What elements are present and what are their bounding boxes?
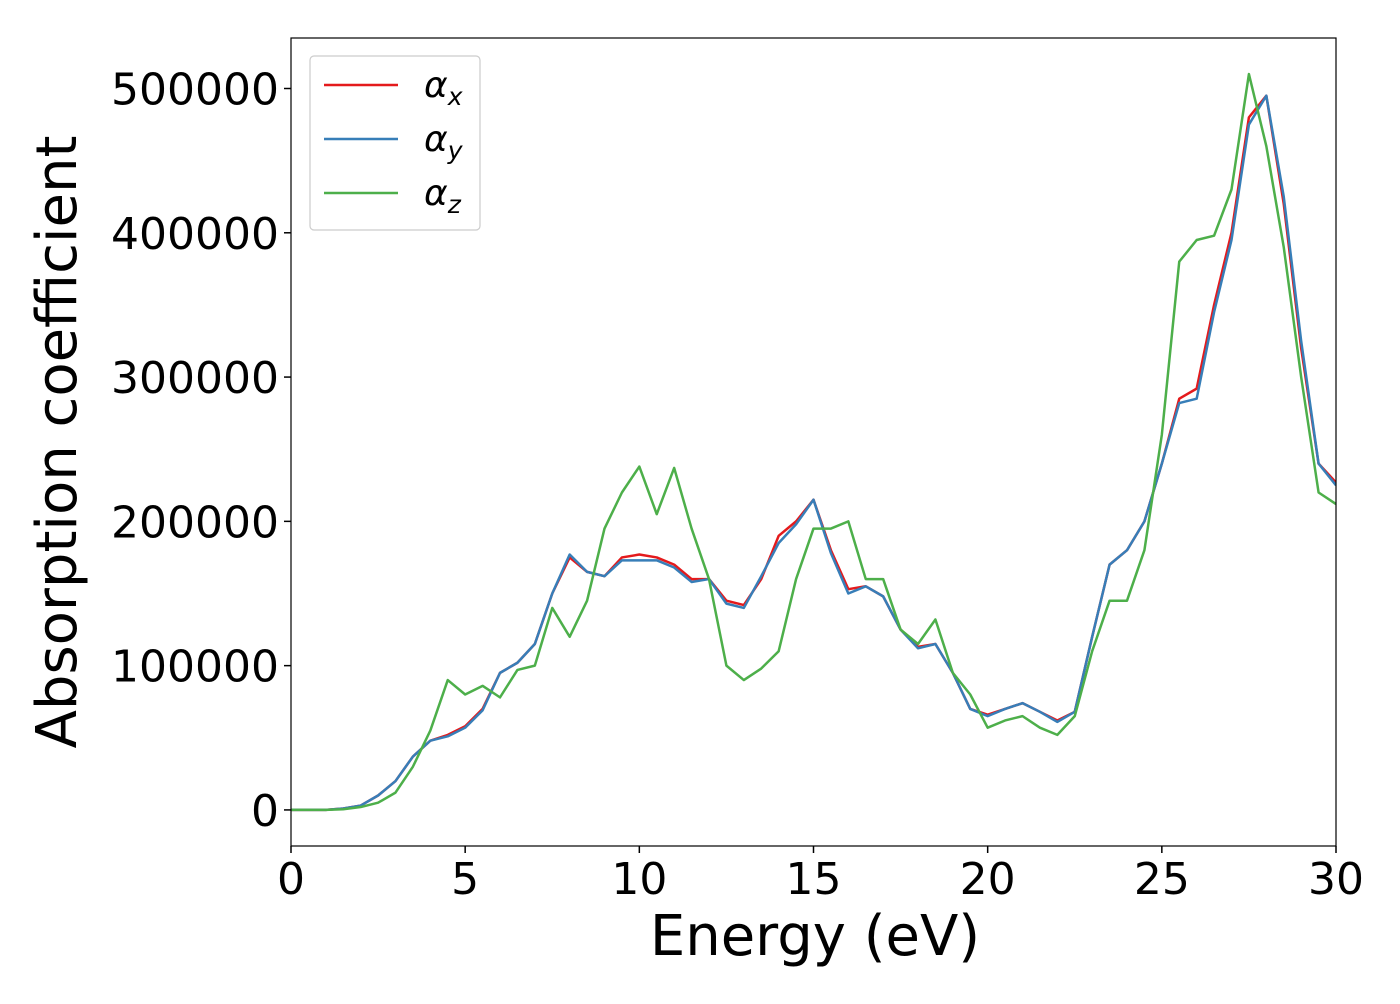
legend-label: αz [424,173,462,219]
x-axis-label: Energy (eV) [650,904,980,969]
legend-box [309,55,481,231]
y-tick-label: 200000 [111,497,279,548]
legend-label: αx [424,65,463,111]
x-tick-label: 30 [1308,854,1364,905]
y-tick-label: 300000 [111,353,279,404]
y-tick-label: 400000 [111,209,279,260]
x-tick-label: 20 [960,854,1016,905]
x-tick-label: 25 [1134,854,1190,905]
legend-label: αy [424,119,464,165]
data-line [291,72,1336,812]
y-axis-label: Absorption coefficient [25,136,90,749]
data-line [291,94,1336,812]
x-tick-label: 5 [451,854,479,905]
y-tick-label: 0 [251,786,279,837]
x-tick-label: 0 [277,854,305,905]
x-tick-label: 15 [786,854,842,905]
y-tick-label: 500000 [111,65,279,116]
x-tick-label: 10 [611,854,667,905]
y-tick-label: 100000 [111,642,279,693]
plot-frame [290,37,1337,847]
